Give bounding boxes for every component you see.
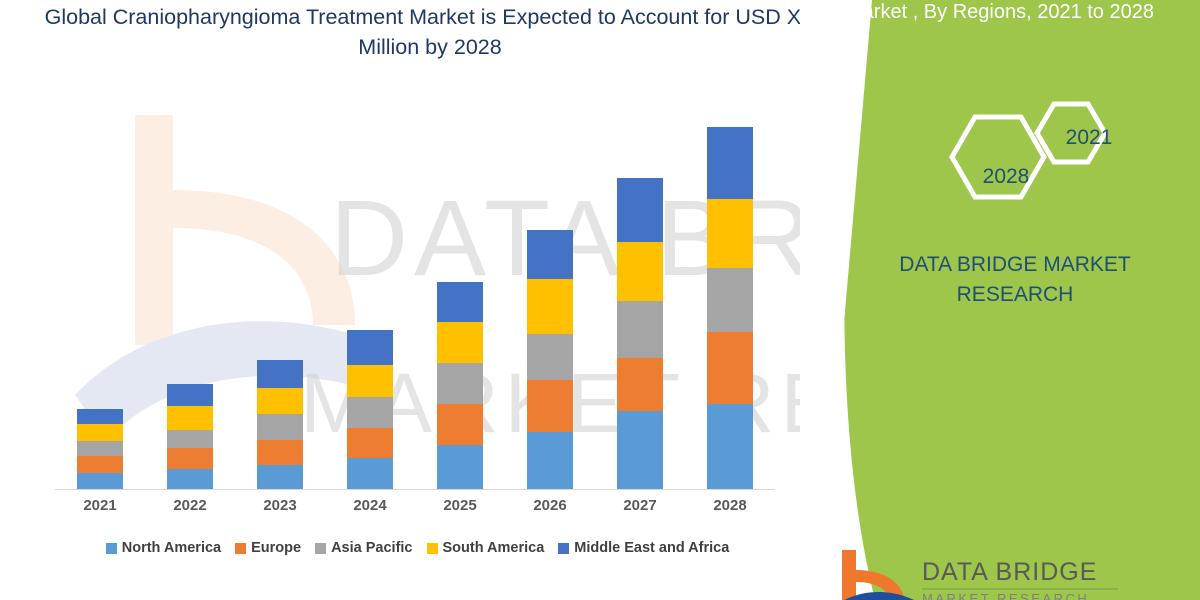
stacked-bar[interactable]: [167, 384, 213, 489]
bar-segment: [437, 281, 483, 322]
stacked-bar[interactable]: [347, 330, 393, 489]
bar-segment: [617, 411, 663, 489]
bar-segment: [167, 468, 213, 489]
bar-segment: [347, 364, 393, 397]
bar-column: [415, 120, 505, 489]
stacked-bar[interactable]: [257, 359, 303, 489]
bar-segment: [617, 357, 663, 412]
banner-title: Global Craniopharyngioma Treatment Marke…: [846, 1, 1154, 23]
bar-segment: [707, 267, 753, 333]
bar-column: [145, 120, 235, 489]
x-axis-label: 2024: [353, 497, 387, 514]
stacked-bar[interactable]: [617, 178, 663, 489]
x-axis-label: 2028: [713, 497, 747, 514]
hex-label-2028: 2028: [982, 165, 1030, 188]
legend-item[interactable]: Europe: [235, 540, 301, 556]
bar-segment: [707, 127, 753, 199]
bar-segment: [77, 456, 123, 473]
x-axis-label: 2026: [533, 497, 567, 514]
footer-logo: DATA BRIDGE MARKET RESEARCH: [830, 546, 1130, 600]
bar-segment: [167, 406, 213, 430]
legend-swatch: [105, 542, 117, 554]
hexagon-outline-icon: [949, 101, 1108, 200]
year-hexagons: 2028 2021: [930, 95, 1140, 220]
legend-swatch: [315, 542, 327, 554]
bar-segment: [77, 409, 123, 425]
bar-segment: [437, 444, 483, 489]
footer-logo-title: DATA BRIDGE: [922, 558, 1098, 586]
bar-segment: [347, 330, 393, 365]
bar-segment: [707, 198, 753, 268]
legend-item[interactable]: Middle East and Africa: [558, 540, 729, 556]
hex-label-2021: 2021: [1065, 126, 1113, 149]
bar-column: [325, 120, 415, 489]
bar-column: [55, 120, 145, 489]
footer-logo-rule: [922, 588, 1118, 590]
x-axis-labels: 2021 2022 2023 2024 2025 2026 2027 2028: [55, 497, 775, 514]
bar-segment: [347, 427, 393, 459]
bar-column: [595, 120, 685, 489]
chart-legend: North America Europe Asia Pacific South Ame…: [45, 540, 790, 556]
bar-segment: [347, 458, 393, 489]
bar-column: [505, 120, 595, 489]
green-banner: [820, 0, 1200, 600]
bar-segment: [77, 424, 123, 441]
bar-segment: [707, 403, 753, 489]
bar-segment: [527, 334, 573, 381]
legend-item[interactable]: Asia Pacific: [315, 540, 413, 556]
bar-segment: [167, 384, 213, 406]
stacked-bar[interactable]: [527, 229, 573, 489]
legend-item[interactable]: South America: [426, 540, 545, 556]
bar-segment: [257, 414, 303, 440]
bar-segment: [167, 448, 213, 469]
bar-chart-bars: [55, 120, 775, 489]
legend-label: North America: [121, 540, 222, 556]
x-axis-label: 2027: [623, 497, 657, 514]
bar-column: [685, 120, 775, 489]
legend-label: Asia Pacific: [331, 540, 413, 556]
footer-logo-subtitle: MARKET RESEARCH: [922, 591, 1090, 600]
x-axis-label: 2023: [263, 497, 297, 514]
bar-segment: [617, 242, 663, 302]
bar-segment: [167, 429, 213, 448]
banner-brand: DATA BRIDGE MARKET RESEARCH: [899, 253, 1131, 306]
bar-segment: [437, 362, 483, 404]
bar-segment: [77, 472, 123, 489]
x-axis-label: 2025: [443, 497, 477, 514]
bar-segment: [527, 229, 573, 279]
stacked-bar[interactable]: [707, 127, 753, 489]
legend-label: Middle East and Africa: [574, 540, 730, 556]
legend-label: Europe: [251, 540, 302, 556]
bar-segment: [257, 359, 303, 388]
bar-segment: [527, 278, 573, 335]
legend-swatch: [235, 542, 247, 554]
bar-segment: [527, 380, 573, 432]
stacked-bar[interactable]: [77, 409, 123, 489]
legend-swatch: [426, 542, 438, 554]
bar-segment: [257, 387, 303, 415]
legend-item[interactable]: North America: [105, 540, 222, 556]
bar-segment: [617, 178, 663, 242]
legend-swatch: [558, 542, 570, 554]
legend-label: South America: [442, 540, 545, 556]
bar-segment: [347, 396, 393, 428]
bar-column: [235, 120, 325, 489]
bar-segment: [707, 332, 753, 404]
bar-segment: [77, 440, 123, 457]
bar-segment: [257, 439, 303, 466]
bar-segment: [527, 431, 573, 489]
x-axis-line: [55, 489, 775, 490]
bar-segment: [437, 403, 483, 445]
chart-title: Global Craniopharyngioma Treatment Marke…: [44, 5, 816, 59]
x-axis-label: 2021: [83, 497, 117, 514]
bar-segment: [257, 465, 303, 489]
bar-segment: [437, 321, 483, 363]
chart-panel: DATA BRIDGE MARKET RESEARCH Global Crani…: [44, 5, 900, 556]
bar-segment: [617, 301, 663, 358]
bridge-logo-icon: [842, 550, 914, 600]
x-axis-label: 2022: [173, 497, 207, 514]
stacked-bar[interactable]: [437, 281, 483, 489]
